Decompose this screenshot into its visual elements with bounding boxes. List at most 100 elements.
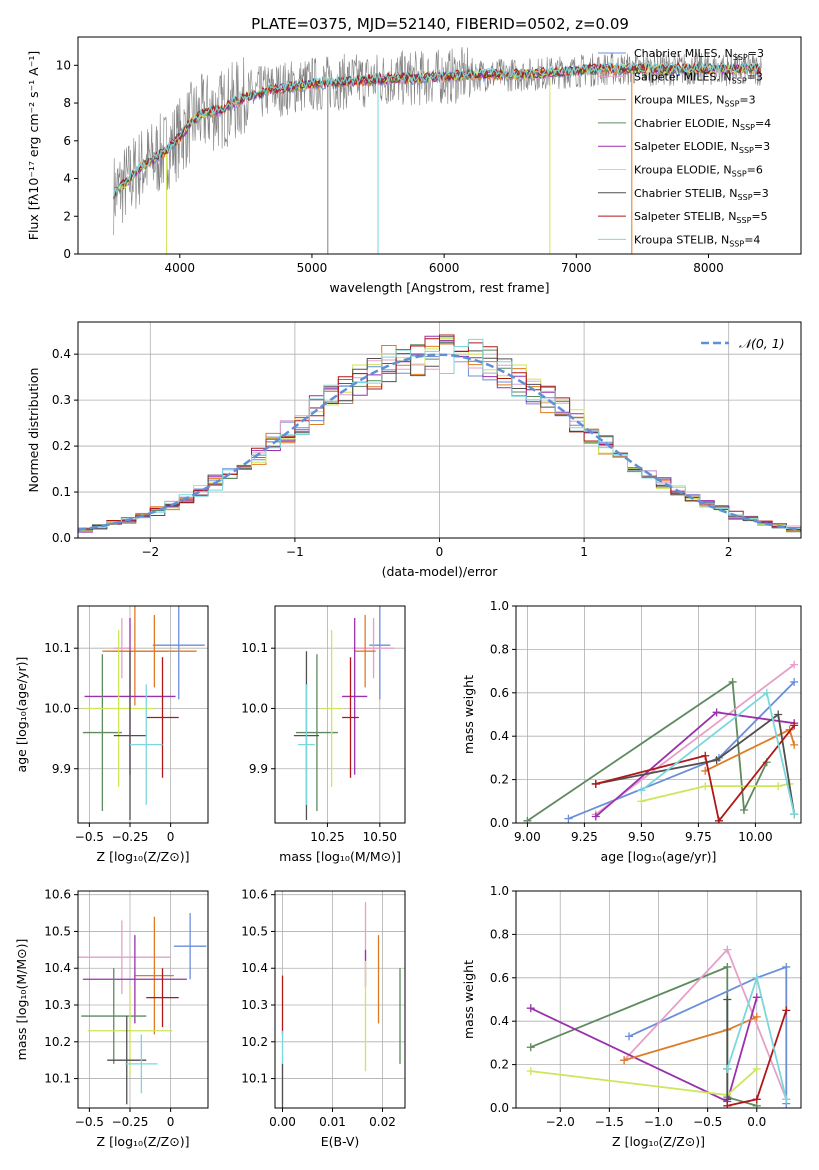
y-tick-label: 10.5: [44, 924, 71, 938]
y-tick-label: 0.0: [490, 816, 509, 830]
x-tick-label: 1: [580, 545, 588, 559]
legend-entry-sub: SSP: [732, 170, 747, 179]
y-tick-label: 10.6: [44, 888, 71, 902]
errorbar-point-8: [125, 1034, 158, 1094]
weight-marker: [790, 721, 799, 730]
errorbar-point-2: [354, 615, 376, 688]
x-tick-label: −1: [286, 545, 304, 559]
x-tick-label: −1.5: [595, 1115, 624, 1129]
errorbar-point-0: [369, 606, 391, 700]
y-tick-label: 10.1: [241, 641, 268, 655]
legend-entry-name: Kroupa MILES, N: [634, 94, 724, 107]
weight-marker: [523, 816, 532, 823]
y-axis-label: Flux [fλ10⁻¹⁷ erg cm⁻² s⁻¹ A⁻¹]: [26, 51, 41, 240]
plot-frame: [77, 890, 209, 1109]
legend-entry-n: =3: [747, 70, 763, 83]
weight-marker: [790, 740, 799, 749]
y-tick-label: 10.2: [44, 1035, 71, 1049]
panel-spectrum: 4000 5000 6000 7000 8000 0 2 4 6 8 10 wavelength [A…: [26, 36, 802, 295]
x-tick-label: 9.50: [628, 830, 655, 844]
y-tick-label: 0.4: [490, 729, 509, 743]
legend-entry-7: Salpeter STELIB, NSSP=5: [634, 210, 768, 225]
y-tick-label: 10.0: [44, 701, 71, 715]
panel-weight_vs_age: 9.00 9.25 9.50 9.75 10.00 0.0 0.2 0.4 0.6 0.8 1.0 a…: [461, 599, 802, 864]
weight-marker: [790, 810, 799, 819]
x-axis-label: wavelength [Angstrom, rest frame]: [329, 280, 549, 295]
weight-marker: [740, 805, 748, 814]
errorbar-point-1: [113, 618, 130, 679]
plot-content: [78, 891, 208, 1108]
y-tick-label: 0.8: [490, 642, 509, 656]
x-axis-label: Z [log₁₀(Z/Z⊙)]: [97, 1134, 190, 1149]
x-tick-label: −0.5: [75, 1115, 104, 1129]
model-line-8: [113, 61, 762, 197]
legend-entry-sub: SSP: [739, 146, 754, 155]
y-tick-label: 10.5: [241, 924, 268, 938]
y-tick-label: 10.2: [241, 1035, 268, 1049]
weight-marker: [723, 1064, 732, 1073]
observed-spectrum: [113, 47, 762, 236]
plot-content: [275, 891, 405, 1108]
weight-marker: [526, 1043, 535, 1052]
y-tick-label: 0.4: [490, 1014, 509, 1028]
x-tick-label: 0.0: [747, 1115, 766, 1129]
plot-frame: [515, 605, 802, 824]
y-tick-label: 9.9: [52, 762, 71, 776]
legend: 𝒩(0, 1): [701, 336, 785, 351]
legend-entry-n: =3: [753, 187, 769, 200]
legend-entry-n: =3: [748, 47, 764, 60]
plot-content: [78, 606, 208, 823]
weight-marker: [526, 1004, 535, 1013]
legend-entry-8: Kroupa STELIB, NSSP=4: [634, 233, 760, 248]
legend-entry-n: =5: [751, 210, 767, 223]
x-axis-label: Z [log₁₀(Z/Z⊙)]: [97, 849, 190, 864]
weight-marker: [701, 751, 710, 760]
y-tick-label: 10.1: [241, 1072, 268, 1086]
plot-content: [113, 47, 762, 254]
weight-marker: [782, 1006, 791, 1015]
y-tick-label: 0.8: [490, 927, 509, 941]
plot-frame: [274, 605, 406, 824]
errorbar-point-8: [298, 684, 315, 805]
x-tick-label: 9.75: [685, 830, 712, 844]
plot-frame: [77, 36, 802, 255]
gaussian-curve: [78, 353, 801, 532]
x-tick-label: −0.5: [75, 830, 104, 844]
y-tick-label: 6: [63, 134, 71, 148]
x-tick-label: 2: [725, 545, 733, 559]
weight-marker: [728, 677, 737, 686]
legend-entry-name: Chabrier MILES, N: [634, 47, 733, 60]
y-tick-label: 9.9: [249, 762, 268, 776]
legend-entry-n: =4: [755, 117, 771, 130]
x-tick-label: 7000: [561, 261, 592, 275]
x-axis-label: E(B-V): [321, 1134, 360, 1149]
weight-marker: [701, 782, 710, 791]
y-tick-label: 0.0: [490, 1101, 509, 1115]
legend-entry-6: Chabrier STELIB, NSSP=3: [634, 187, 769, 202]
x-tick-label: −0.5: [693, 1115, 722, 1129]
plot-area: [78, 606, 208, 823]
y-tick-label: 10.6: [241, 888, 268, 902]
y-axis-label: mass weight: [461, 960, 476, 1039]
residual-histogram-7: [78, 334, 801, 531]
weight-marker: [591, 812, 600, 821]
plot-content: [516, 606, 801, 823]
y-tick-label: 2: [63, 209, 71, 223]
legend-entry-4: Salpeter ELODIE, NSSP=3: [634, 140, 770, 155]
x-tick-label: 0.02: [369, 1115, 396, 1129]
legend-entry-sub: SSP: [733, 53, 748, 62]
legend-entry-n: =4: [744, 233, 760, 246]
y-tick-label: 0.1: [52, 485, 71, 499]
legend-entry-name: Chabrier STELIB, N: [634, 187, 738, 200]
plot-content: [78, 322, 801, 538]
y-tick-label: 10.4: [241, 961, 268, 975]
x-tick-label: 9.00: [514, 830, 541, 844]
weight-marker: [591, 779, 600, 788]
x-tick-label: 10.50: [363, 830, 397, 844]
weight-marker: [782, 962, 791, 971]
weight-marker: [723, 945, 732, 954]
weight-marker: [637, 797, 646, 806]
panel-age_vs_Z: −0.5 −0.25 0 9.9 10.0 10.1 Z [log₁₀(Z/Z⊙)] age …: [14, 605, 209, 864]
y-tick-label: 0.6: [490, 971, 509, 985]
errorbar-point-7: [113, 651, 147, 820]
